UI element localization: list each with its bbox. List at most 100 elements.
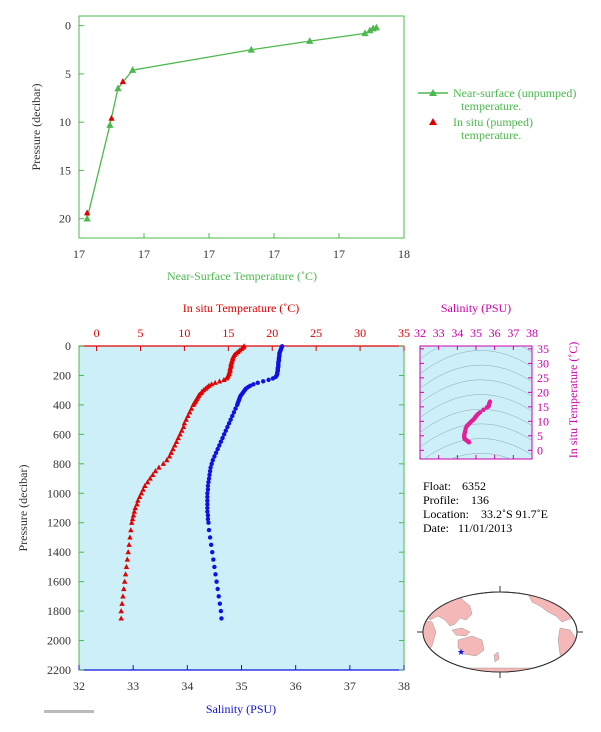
salinity-point xyxy=(205,502,210,507)
temperature-tick-label: 0 xyxy=(94,326,100,340)
ts-y-axis-label: In situ Temperature (˚C) xyxy=(566,342,580,459)
pressure-tick-label: 1200 xyxy=(47,516,71,530)
pressure-ticks: 0 200 400 600 800 1000 1200 1400 1600 1800 2000 220… xyxy=(47,339,404,677)
ts-x-tick-label: 36 xyxy=(489,326,501,340)
ts-y-tick-label: 20 xyxy=(537,385,549,399)
ts-plot-area xyxy=(419,345,533,460)
location-value: 33.2˚S 91.7˚E xyxy=(481,507,548,521)
ts-y-tick-label: 5 xyxy=(537,429,543,443)
in-situ-point xyxy=(108,114,115,121)
salinity-point xyxy=(223,428,228,433)
near-surface-point xyxy=(129,66,137,73)
temperature-point xyxy=(190,401,196,408)
ts-y-tick-label: 15 xyxy=(537,400,549,414)
temperature-point xyxy=(212,379,218,385)
temperature-point xyxy=(134,501,140,507)
pressure-tick-label: 600 xyxy=(53,427,71,441)
temperature-axis-label: In situ Temperature (˚C) xyxy=(183,301,300,315)
near-surface-point xyxy=(114,84,122,92)
temperature-point xyxy=(122,571,129,577)
in-situ-point xyxy=(119,78,127,85)
temperature-ticks: 0 5 10 15 20 25 30 35 xyxy=(94,326,410,351)
salinity-point xyxy=(213,572,218,577)
ts-point xyxy=(466,439,472,445)
ts-y-tick-label: 35 xyxy=(537,342,549,356)
temperature-point xyxy=(118,615,124,621)
near-surface-x-tick-label: 18 xyxy=(398,247,410,261)
near-surface-x-tick-label: 17 xyxy=(333,247,345,261)
temperature-point xyxy=(136,493,143,500)
ts-y-tick-label: 25 xyxy=(537,371,549,385)
temperature-point xyxy=(140,486,146,492)
temperature-tick-label: 20 xyxy=(266,326,278,340)
temperature-point xyxy=(208,381,215,387)
temperature-point xyxy=(121,578,128,584)
salinity-tick-label: 34 xyxy=(181,679,193,693)
temperature-point xyxy=(180,424,187,430)
near-surface-series xyxy=(83,23,380,222)
ts-x-ticks: 32 33 34 35 36 37 38 xyxy=(414,326,538,459)
pressure-tick-label: 1600 xyxy=(47,575,71,589)
near-surface-x-ticks: 17 17 17 17 17 18 xyxy=(73,233,410,261)
salinity-point xyxy=(234,402,240,408)
salinity-point xyxy=(233,406,238,411)
salinity-point xyxy=(205,505,210,511)
footer-mark xyxy=(44,710,94,713)
isopycnal-line xyxy=(450,453,512,459)
near-surface-legend: Near-surface (unpumped) temperature. In … xyxy=(418,86,576,142)
salinity-point xyxy=(225,424,230,430)
salinity-point xyxy=(205,483,211,489)
near-surface-y-axis-label: Pressure (decibar) xyxy=(29,84,43,171)
pressure-tick-label: 2200 xyxy=(47,663,71,677)
map-australia xyxy=(457,635,485,657)
ts-x-tick-label: 33 xyxy=(433,326,445,340)
temperature-point xyxy=(179,427,185,433)
temperature-point xyxy=(138,490,145,496)
isopycnal-line xyxy=(420,408,532,433)
temperature-tick-label: 15 xyxy=(222,326,234,340)
temperature-point xyxy=(168,449,174,455)
temperature-point xyxy=(152,468,159,474)
temperature-profile xyxy=(118,343,247,621)
ts-points xyxy=(462,399,493,445)
in-situ-point xyxy=(83,209,91,216)
temperature-point xyxy=(130,512,137,518)
salinity-point xyxy=(210,457,215,463)
map-new-zealand xyxy=(493,651,500,663)
isopycnal-line xyxy=(420,423,532,448)
world-map: ★ xyxy=(417,586,583,678)
temperature-tick-label: 35 xyxy=(398,326,410,340)
salinity-point xyxy=(255,380,260,386)
near-surface-point xyxy=(247,45,255,53)
temperature-point xyxy=(135,497,141,503)
float-info: Float: 6352 Profile: 136 Location: 33.2˚… xyxy=(423,479,548,535)
salinity-tick-label: 36 xyxy=(290,679,302,693)
pressure-tick-label: 1000 xyxy=(47,486,71,500)
salinity-point xyxy=(219,616,224,621)
ts-y-tick-label: 0 xyxy=(537,443,543,457)
temperature-point xyxy=(126,541,132,547)
salinity-point xyxy=(212,454,217,459)
ts-x-axis-label: Salinity (PSU) xyxy=(441,301,511,315)
near-surface-point xyxy=(366,26,374,34)
temperature-point xyxy=(125,549,131,555)
salinity-point xyxy=(270,376,276,381)
pressure-tick-label: 1400 xyxy=(47,545,71,559)
date-value: 11/01/2013 xyxy=(458,521,512,535)
salinity-point xyxy=(206,520,211,525)
salinity-point xyxy=(218,608,224,614)
salinity-point xyxy=(209,461,214,467)
isopycnal-line xyxy=(420,364,532,389)
profile-y-axis-label: Pressure (decibar) xyxy=(16,465,30,552)
near-surface-y-ticks: 0 5 10 15 20 xyxy=(59,19,84,226)
temperature-point xyxy=(186,409,193,415)
salinity-point xyxy=(210,549,215,555)
salinity-tick-label: 37 xyxy=(344,679,356,693)
temperature-point xyxy=(173,438,180,444)
legend-label-in-situ-line2: temperature. xyxy=(461,128,521,142)
ts-x-tick-label: 38 xyxy=(526,326,538,340)
ts-x-tick-label: 35 xyxy=(470,326,482,340)
temperature-point xyxy=(118,608,124,614)
salinity-point xyxy=(217,443,222,448)
